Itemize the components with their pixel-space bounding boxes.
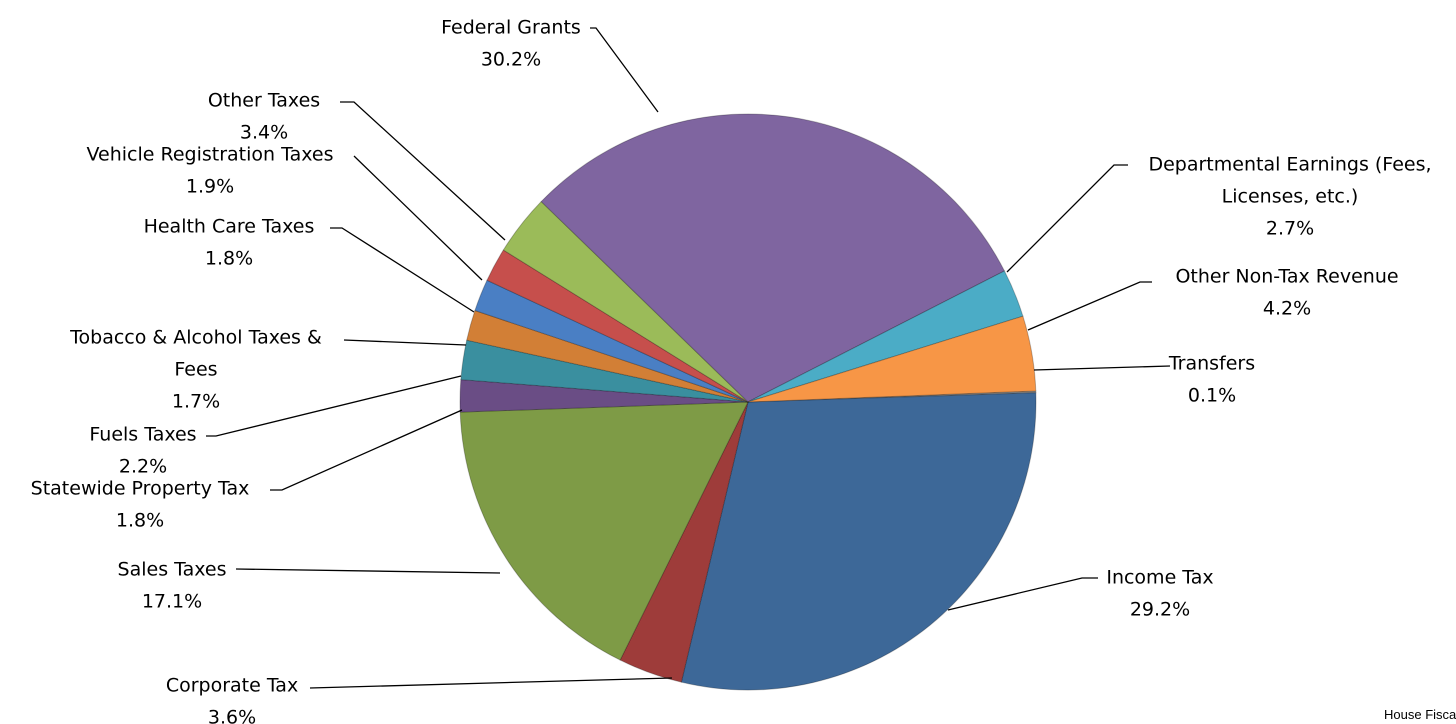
pie-slice-2 bbox=[619, 401, 749, 683]
slice-label-9: Other Taxes bbox=[208, 90, 320, 112]
slice-label-4: Statewide Property Tax bbox=[31, 478, 250, 500]
source-footer: House Fiscal Agency bbox=[1384, 707, 1456, 722]
pie-slice-8 bbox=[486, 249, 749, 403]
leader-line-6 bbox=[343, 339, 467, 346]
slice-label-1: Income Tax bbox=[1106, 567, 1213, 589]
slice-percent-7: 1.8% bbox=[205, 248, 253, 270]
slice-label-6: Tobacco & Alcohol Taxes & bbox=[69, 327, 322, 349]
slice-percent-1: 29.2% bbox=[1130, 599, 1190, 621]
slice-label-11: Departmental Earnings (Fees, bbox=[1148, 154, 1431, 176]
slice-percent-3: 17.1% bbox=[142, 591, 202, 613]
slice-percent-9: 3.4% bbox=[240, 122, 288, 144]
slice-percent-5: 2.2% bbox=[119, 456, 167, 478]
slice-label-3: Sales Taxes bbox=[118, 559, 227, 581]
pie-slice-10 bbox=[540, 113, 1006, 403]
slice-labels: Transfers 0.1% Income Tax 29.2% Corporate Ta… bbox=[31, 17, 1432, 724]
pie-slice-3 bbox=[459, 401, 749, 661]
leader-line-9 bbox=[340, 101, 506, 241]
leader-line-12 bbox=[1027, 281, 1152, 331]
slice-label-12: Other Non-Tax Revenue bbox=[1175, 266, 1398, 288]
leader-line-10 bbox=[590, 27, 659, 113]
leader-line-11 bbox=[1006, 164, 1128, 273]
leader-line-0 bbox=[1033, 365, 1171, 371]
slice-percent-2: 3.6% bbox=[208, 707, 256, 724]
slice-label-10: Federal Grants bbox=[441, 17, 581, 39]
pie-slice-6 bbox=[466, 309, 749, 403]
slice-label-6: Fees bbox=[174, 359, 217, 381]
leader-line-4 bbox=[270, 409, 463, 491]
pie-slice-1 bbox=[680, 392, 1037, 691]
pie-slice-12 bbox=[747, 315, 1037, 403]
slice-label-11: Licenses, etc.) bbox=[1222, 186, 1359, 208]
pie-slice-9 bbox=[502, 200, 749, 403]
pie-slice-11 bbox=[747, 270, 1024, 403]
slice-percent-12: 4.2% bbox=[1263, 298, 1311, 320]
slice-percent-10: 30.2% bbox=[481, 49, 541, 71]
pie-slice-0 bbox=[747, 390, 1037, 403]
slice-label-0: Transfers bbox=[1168, 353, 1255, 375]
leader-line-5 bbox=[206, 375, 462, 437]
leader-lines bbox=[206, 27, 1171, 689]
leader-line-3 bbox=[235, 568, 501, 574]
leader-line-8 bbox=[353, 155, 483, 281]
pie-slice-7 bbox=[474, 279, 749, 403]
leader-line-2 bbox=[309, 677, 673, 689]
leader-line-7 bbox=[330, 227, 475, 313]
pie-slice-4 bbox=[459, 379, 749, 413]
slice-percent-0: 0.1% bbox=[1188, 385, 1236, 407]
slice-percent-11: 2.7% bbox=[1266, 218, 1314, 240]
slice-label-8: Vehicle Registration Taxes bbox=[87, 144, 334, 166]
slice-label-5: Fuels Taxes bbox=[89, 424, 196, 446]
slice-percent-6: 1.7% bbox=[172, 391, 220, 413]
slice-percent-8: 1.9% bbox=[186, 176, 234, 198]
slice-label-2: Corporate Tax bbox=[166, 675, 298, 697]
slice-percent-4: 1.8% bbox=[116, 510, 164, 532]
leader-line-1 bbox=[947, 577, 1098, 611]
pie-slice-5 bbox=[460, 339, 749, 403]
slice-label-7: Health Care Taxes bbox=[144, 216, 315, 238]
pie-slices bbox=[459, 113, 1037, 691]
